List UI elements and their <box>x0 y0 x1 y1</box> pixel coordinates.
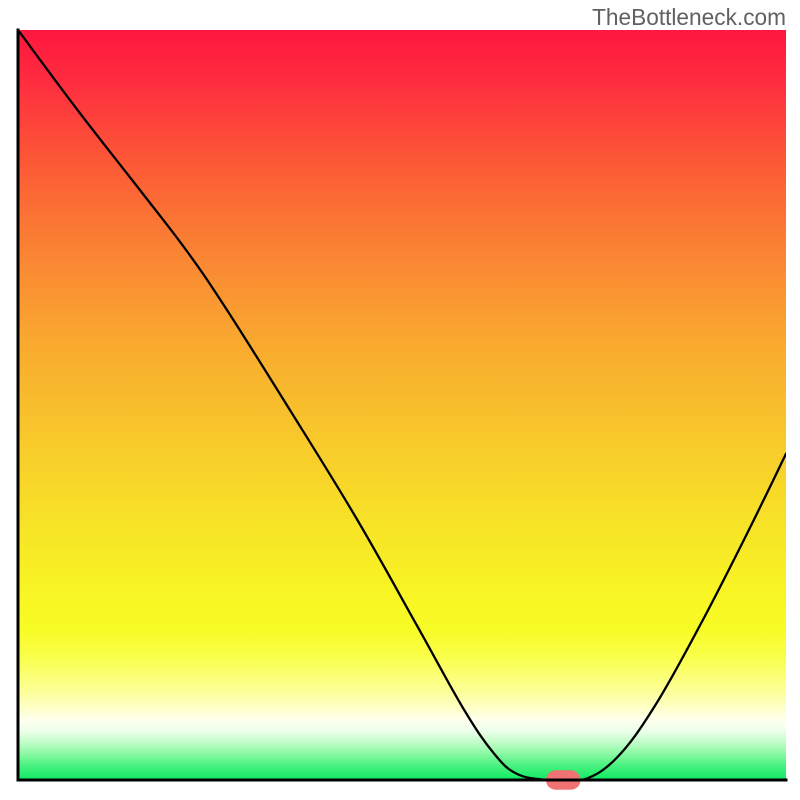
bottleneck-chart <box>0 0 800 800</box>
y-axis-line <box>17 29 20 782</box>
chart-container: TheBottleneck.com <box>0 0 800 800</box>
plot-background-gradient <box>18 30 786 780</box>
x-axis-line <box>17 779 788 782</box>
